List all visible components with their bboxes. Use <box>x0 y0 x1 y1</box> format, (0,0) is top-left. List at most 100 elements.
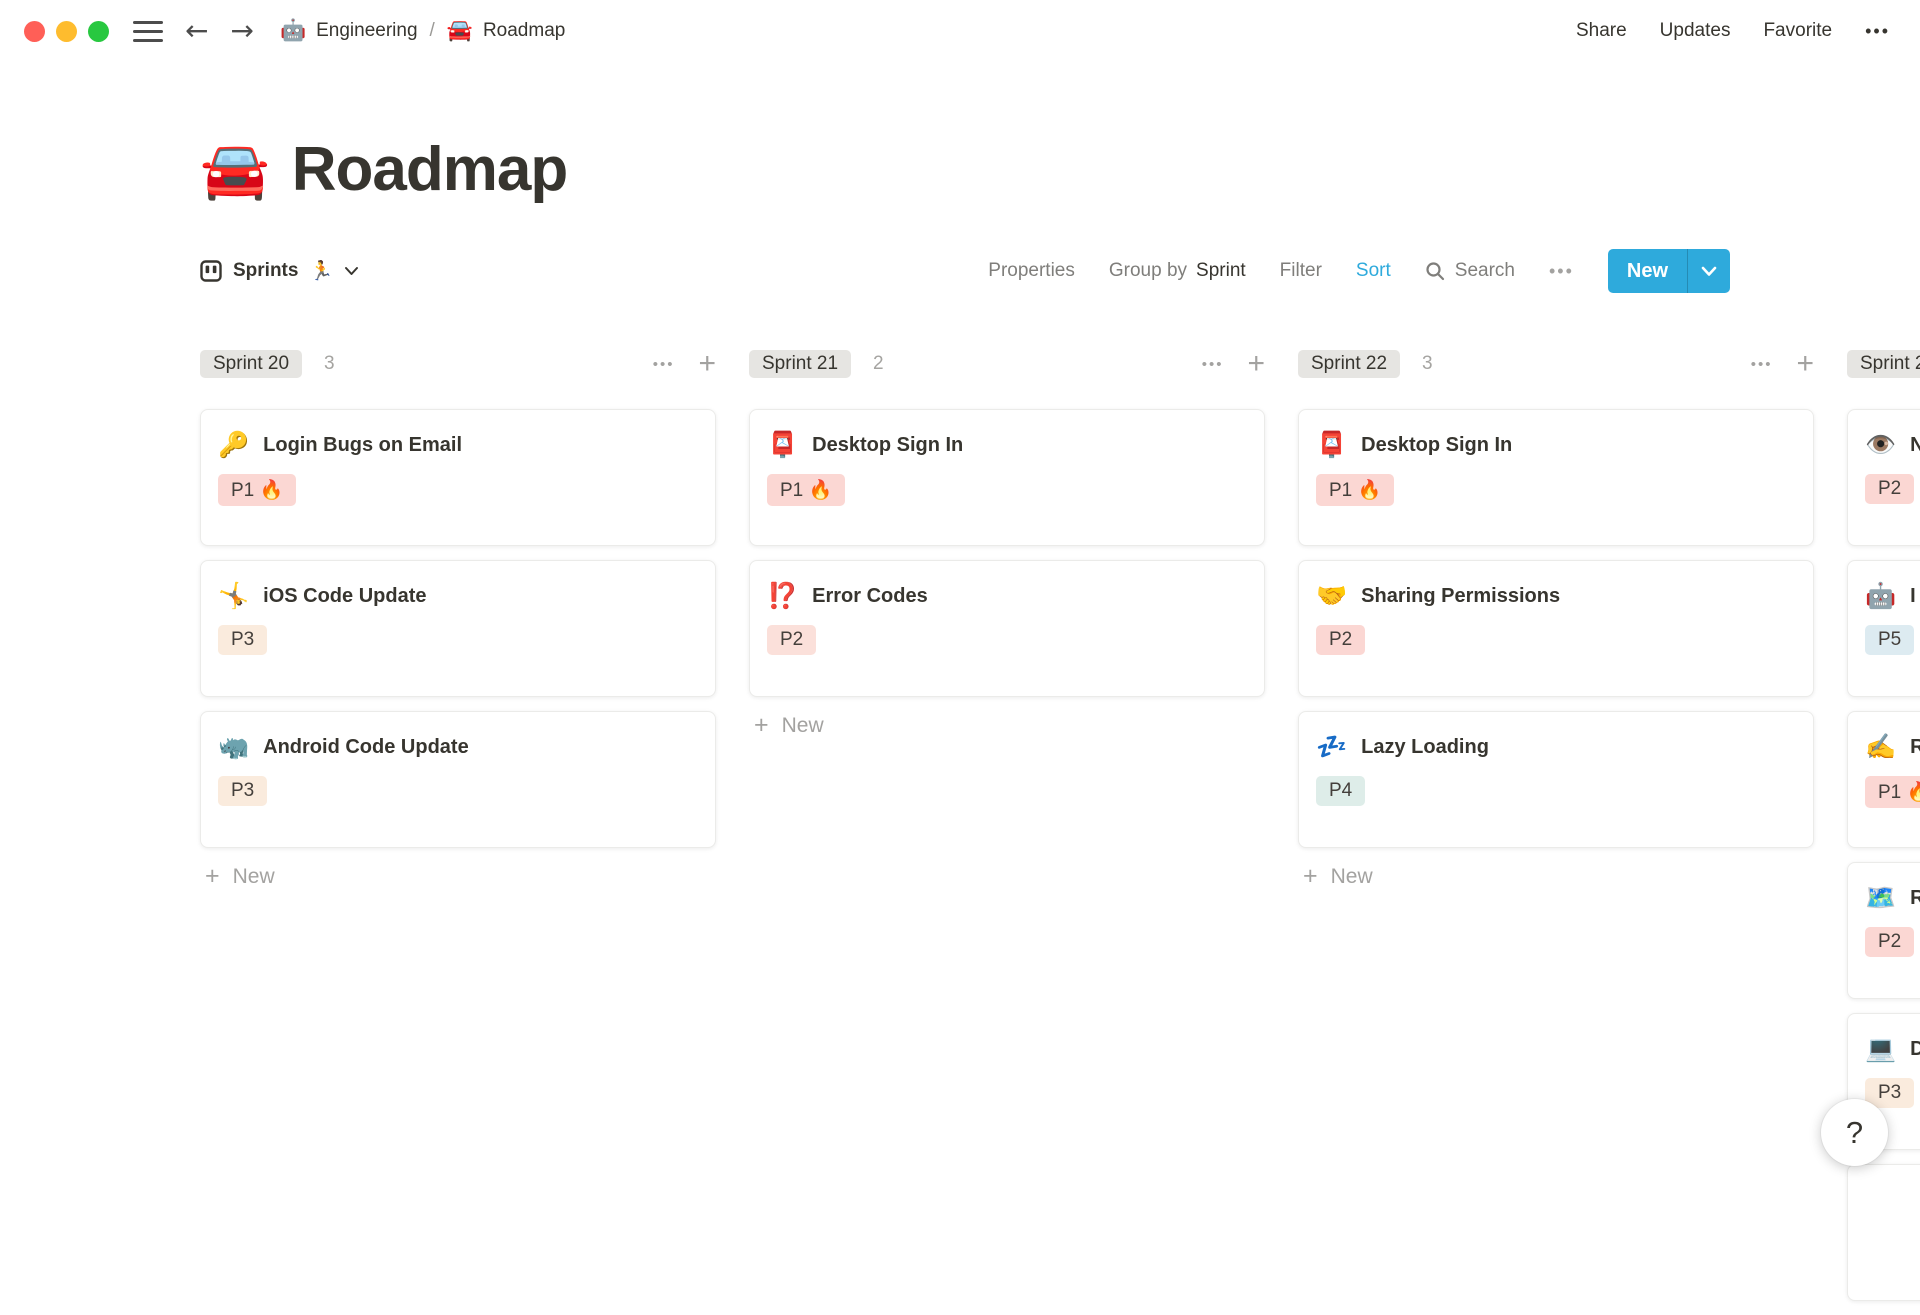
back-arrow-icon[interactable]: ← <box>185 14 209 47</box>
new-button-main[interactable]: New <box>1626 259 1668 282</box>
card-tag-row: P2 <box>1316 625 1796 655</box>
page-emoji-icon: 🤖 <box>279 19 307 42</box>
task-card[interactable]: 📮 Desktop Sign In P1 🔥 <box>749 409 1265 546</box>
column-add-icon[interactable]: + <box>1247 347 1265 380</box>
window-titlebar: ← → 🤖 Engineering / 🚘 Roadmap Share Updates Fa… <box>0 0 1920 62</box>
view-controls: Properties Group by Sprint Filter Sort S… <box>988 249 1730 293</box>
card-tag-row: P1 🔥 <box>767 474 1247 506</box>
column-more-icon[interactable]: ••• <box>1201 355 1224 373</box>
topbar-more-icon[interactable]: ••• <box>1865 20 1890 41</box>
plus-icon: + <box>754 711 769 739</box>
column-new-button[interactable]: + New <box>200 864 716 889</box>
column-header: Sprint 20 3 ••• + <box>200 347 716 381</box>
view-tab-sprints[interactable]: Sprints 🏃 <box>200 259 359 283</box>
priority-tag: P4 <box>1316 776 1366 806</box>
column-add-icon[interactable]: + <box>1796 347 1814 380</box>
page-title[interactable]: Roadmap <box>291 135 568 204</box>
card-title-row: 💤 Lazy Loading <box>1316 735 1796 760</box>
updates-button[interactable]: Updates <box>1659 20 1731 41</box>
window-zoom-button[interactable] <box>88 20 109 42</box>
group-by-label: Group by <box>1108 260 1188 281</box>
card-title: R <box>1910 736 1920 759</box>
card-tag-row: P3 <box>1865 1078 1920 1108</box>
card-title-row: ✍️ R <box>1865 735 1920 760</box>
column-new-button[interactable]: + New <box>1298 864 1814 889</box>
task-card[interactable]: 💤 Lazy Loading P4 <box>1298 711 1814 848</box>
page-icon[interactable]: 🚘 <box>200 137 270 201</box>
group-by-button[interactable]: Group by Sprint <box>1109 260 1246 282</box>
column-header-icons: ••• + <box>1750 347 1814 380</box>
card-tag-row: P5 <box>1865 625 1920 655</box>
board-column: Sprint 23•••+👁️NP2🤖IP5✍️RP1 🔥🗺️RP2💻DP3 <box>1847 347 1920 1315</box>
priority-tag: P2 <box>1865 927 1915 957</box>
task-card[interactable]: 🗺️ R P2 <box>1847 862 1920 999</box>
column-name-pill[interactable]: Sprint 21 <box>749 350 852 378</box>
card-title-row: ⁉️ Error Codes <box>767 584 1247 609</box>
card-emoji-icon: 🦏 <box>218 733 250 761</box>
task-card[interactable]: 🤖 I P5 <box>1847 560 1920 697</box>
task-card[interactable]: 🤸 iOS Code Update P3 <box>200 560 716 697</box>
breadcrumb-item-roadmap[interactable]: 🚘 Roadmap <box>447 19 566 43</box>
window-minimize-button[interactable] <box>56 20 77 42</box>
card-title: iOS Code Update <box>263 585 427 607</box>
card-title-row: 📮 Desktop Sign In <box>1316 433 1796 458</box>
task-card[interactable] <box>1847 1164 1920 1301</box>
card-title: I <box>1910 585 1916 607</box>
column-name-pill[interactable]: Sprint 22 <box>1298 350 1401 378</box>
column-add-icon[interactable]: + <box>698 347 716 380</box>
task-card[interactable]: 👁️ N P2 <box>1847 409 1920 546</box>
card-emoji-icon: 🤸 <box>218 582 250 610</box>
filter-button[interactable]: Filter <box>1279 260 1322 281</box>
sort-button[interactable]: Sort <box>1355 260 1391 281</box>
help-button[interactable]: ? <box>1821 1099 1888 1166</box>
card-title-row: 🗺️ R <box>1865 886 1920 911</box>
task-card[interactable]: 🤝 Sharing Permissions P2 <box>1298 560 1814 697</box>
properties-button[interactable]: Properties <box>988 260 1075 281</box>
priority-tag: P2 <box>1316 625 1366 655</box>
card-title-row: 📮 Desktop Sign In <box>767 433 1247 458</box>
task-card[interactable]: 🦏 Android Code Update P3 <box>200 711 716 848</box>
search-icon <box>1426 262 1444 281</box>
task-card[interactable]: 🔑 Login Bugs on Email P1 🔥 <box>200 409 716 546</box>
task-card[interactable]: 📮 Desktop Sign In P1 🔥 <box>1298 409 1814 546</box>
column-name-pill[interactable]: Sprint 23 <box>1847 350 1920 378</box>
task-card[interactable]: ⁉️ Error Codes P2 <box>749 560 1265 697</box>
view-tab-label: Sprints <box>233 260 299 281</box>
card-emoji-icon: 🗺️ <box>1865 884 1897 912</box>
card-title: Login Bugs on Email <box>263 434 463 456</box>
favorite-button[interactable]: Favorite <box>1763 20 1833 41</box>
column-new-button[interactable]: + New <box>749 713 1265 738</box>
column-name-pill[interactable]: Sprint 20 <box>200 350 303 378</box>
card-title-row: 👁️ N <box>1865 433 1920 458</box>
new-button-divider <box>1687 249 1688 293</box>
card-emoji-icon: 🤖 <box>1865 582 1897 610</box>
chevron-down-icon <box>345 267 359 275</box>
card-title-row: 🤖 I <box>1865 584 1920 609</box>
new-button-dropdown[interactable] <box>1688 249 1730 293</box>
group-by-value: Sprint <box>1196 260 1246 281</box>
column-new-label: New <box>232 864 275 888</box>
board-column: Sprint 22 3 ••• + 📮 Desktop Sign In P1 🔥 🤝 Shari… <box>1298 347 1814 889</box>
task-card[interactable]: 💻D P3 <box>1847 1013 1920 1150</box>
breadcrumb-label: Engineering <box>316 20 418 41</box>
forward-arrow-icon[interactable]: → <box>230 14 254 47</box>
column-card-count: 3 <box>1422 353 1433 374</box>
card-title-row: 💻D <box>1865 1037 1920 1062</box>
column-more-icon[interactable]: ••• <box>1750 355 1773 373</box>
sidebar-menu-icon[interactable] <box>133 20 163 42</box>
card-emoji-icon: 🔑 <box>218 431 250 459</box>
board-view-icon <box>200 260 222 282</box>
search-button[interactable]: Search <box>1425 260 1515 282</box>
card-emoji-icon: 🤝 <box>1316 582 1348 610</box>
view-toolbar: Sprints 🏃 Properties Group by Sprint Fil… <box>200 245 1730 297</box>
column-new-label: New <box>781 713 824 737</box>
task-card[interactable]: ✍️ R P1 🔥 <box>1847 711 1920 848</box>
view-more-icon[interactable]: ••• <box>1548 260 1574 281</box>
window-close-button[interactable] <box>24 20 45 42</box>
column-more-icon[interactable]: ••• <box>652 355 675 373</box>
priority-tag: P1 🔥 <box>218 474 297 506</box>
share-button[interactable]: Share <box>1575 20 1627 41</box>
card-title-row: 🤸 iOS Code Update <box>218 584 698 609</box>
breadcrumb-item-engineering[interactable]: 🤖 Engineering <box>280 19 418 43</box>
board-column: Sprint 20 3 ••• + 🔑 Login Bugs on Email P1 🔥 🤸 i… <box>200 347 716 889</box>
